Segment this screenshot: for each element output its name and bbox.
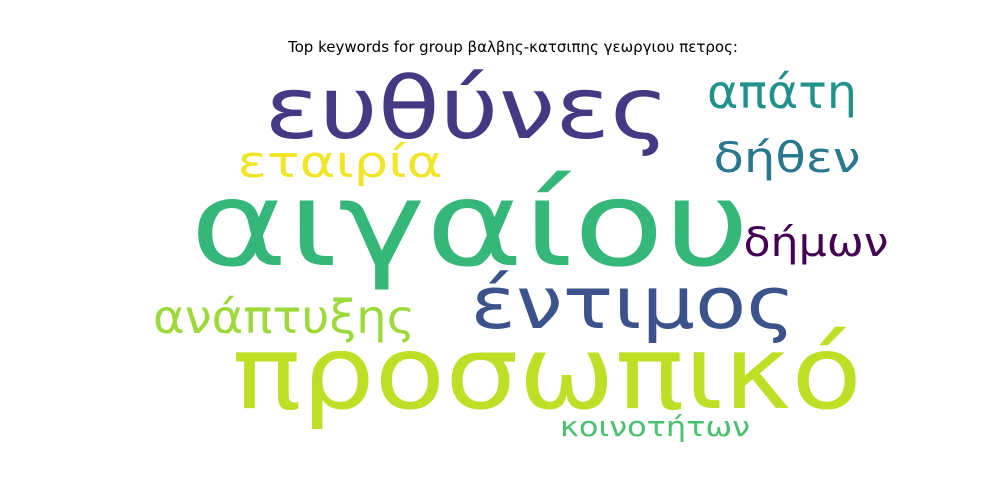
word-8: δήθεν bbox=[714, 133, 861, 182]
word-2: προσωπικό bbox=[232, 314, 862, 433]
word-4: έντιμος bbox=[471, 261, 796, 345]
word-5: εταιρία bbox=[238, 137, 443, 188]
word-10: κοινοτήτων bbox=[560, 410, 750, 443]
word-6: ανάπτυξης bbox=[153, 290, 415, 344]
chart-title: Top keywords for group βαλβης-κατσιπης γ… bbox=[288, 38, 738, 56]
word-1: αιγαίου bbox=[190, 155, 750, 293]
word-7: απάτη bbox=[707, 65, 857, 119]
word-9: δήμων bbox=[744, 220, 889, 266]
word-3: ευθύνες bbox=[265, 59, 670, 159]
